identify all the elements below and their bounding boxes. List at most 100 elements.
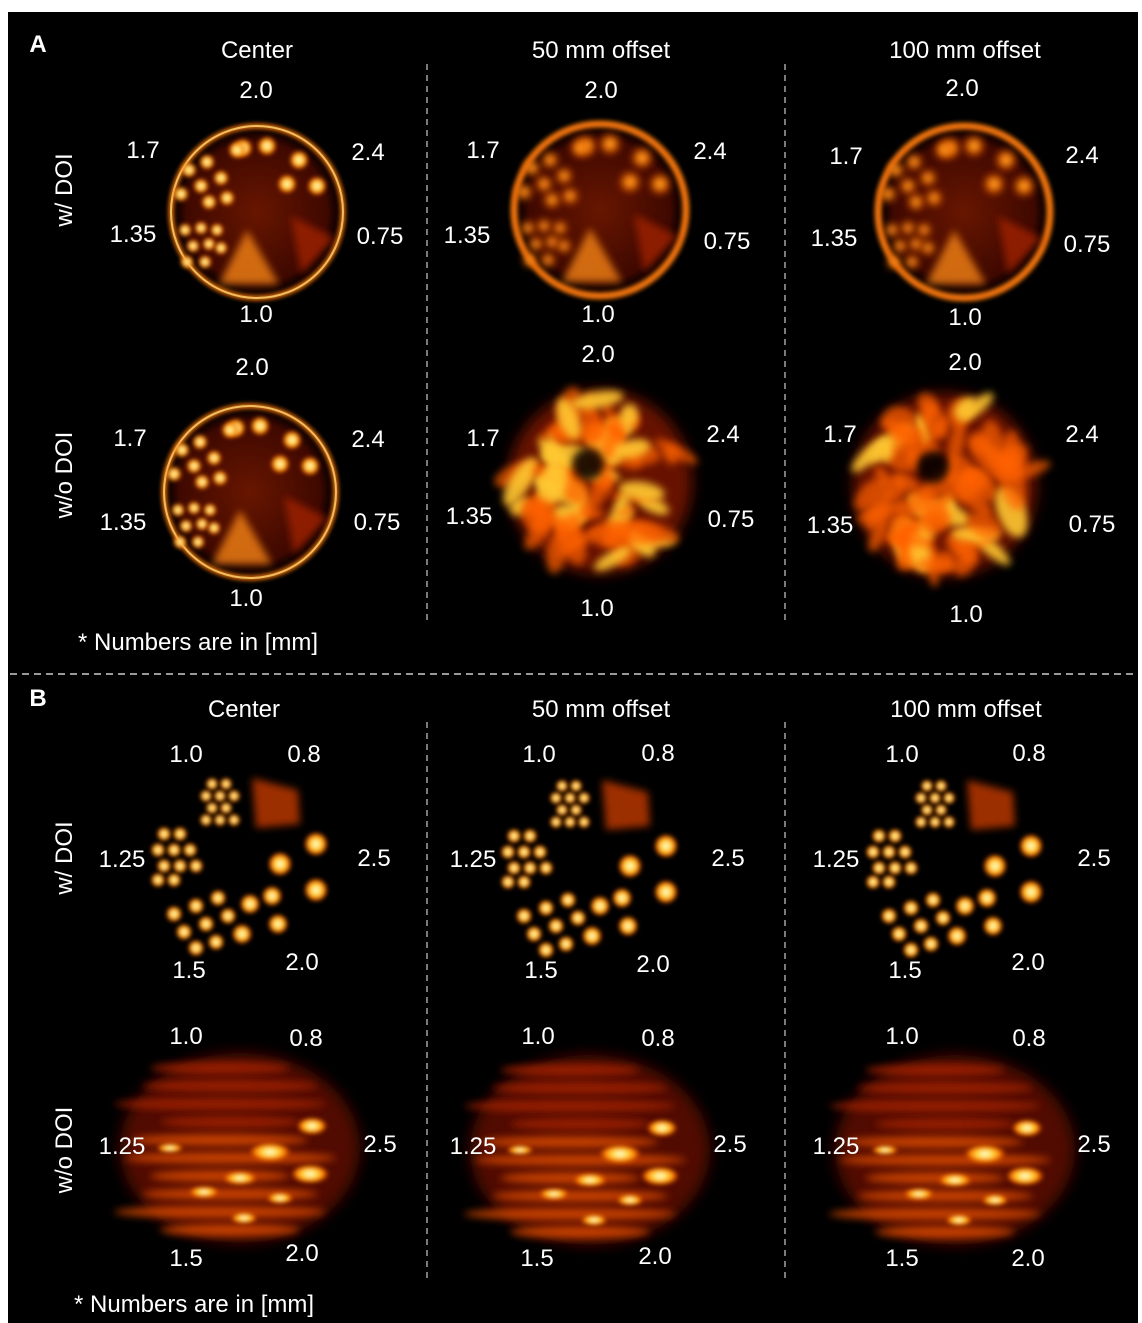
rod-spot xyxy=(205,801,219,815)
rod-spot xyxy=(1012,174,1036,198)
rod-spot xyxy=(902,941,920,959)
rod-size-label: 1.7 xyxy=(823,421,856,448)
blur-streak xyxy=(897,521,921,571)
blur-streak xyxy=(856,502,904,524)
blur-streak xyxy=(500,1172,640,1184)
blur-streak xyxy=(947,418,966,470)
phantom-image xyxy=(114,1053,360,1243)
rod-spot xyxy=(942,815,956,829)
rod-spot xyxy=(535,217,553,235)
rod-spot xyxy=(538,860,554,876)
rod-spot xyxy=(221,421,239,439)
rod-spot xyxy=(569,909,587,927)
rod-spot xyxy=(230,1212,258,1224)
rod-spot xyxy=(500,874,516,890)
rod-spot xyxy=(871,1145,899,1155)
rod-spot xyxy=(563,815,577,829)
blur-streak xyxy=(614,492,630,512)
rod-spot xyxy=(188,858,204,874)
blur-streak xyxy=(464,1100,676,1112)
phantom-image xyxy=(500,779,679,959)
blur-streak xyxy=(985,445,1011,470)
rod-spot xyxy=(598,132,622,156)
rod-size-label: 0.75 xyxy=(1069,511,1116,538)
rod-size-label: 2.0 xyxy=(948,349,981,376)
rod-size-label: 1.35 xyxy=(807,512,854,539)
rod-size-label: 1.25 xyxy=(450,1133,497,1160)
rod-spot xyxy=(914,815,928,829)
rod-spot xyxy=(902,899,920,917)
rod-spot xyxy=(261,885,283,907)
rod-spot xyxy=(534,174,554,194)
rod-spot xyxy=(598,1144,642,1164)
rod-spot xyxy=(227,813,241,827)
rod-spot xyxy=(555,779,569,793)
rod-spot xyxy=(653,879,679,905)
rod-spot xyxy=(924,891,942,909)
rod-section-0.8 xyxy=(967,780,1015,830)
rod-spot xyxy=(172,858,188,874)
rod-size-label: 1.25 xyxy=(99,1133,146,1160)
panel-a-letter: A xyxy=(29,31,46,58)
rod-section-0.75 xyxy=(284,496,328,554)
phantom-image xyxy=(168,123,346,301)
rod-size-label: 2.5 xyxy=(713,1131,746,1158)
rod-spot xyxy=(514,182,534,202)
rod-spot xyxy=(549,815,563,829)
blur-streak xyxy=(829,1208,1041,1220)
rod-spot xyxy=(871,860,887,876)
rod-size-label: 1.0 xyxy=(239,301,272,328)
rod-spot xyxy=(187,939,205,957)
rod-spot xyxy=(173,186,189,202)
rod-spot xyxy=(219,190,235,206)
blur-streak xyxy=(959,392,994,422)
rod-size-label: 0.8 xyxy=(641,740,674,767)
phantom-center xyxy=(917,451,949,483)
rod-spot xyxy=(175,923,193,941)
rod-spot xyxy=(915,221,933,239)
rod-spot xyxy=(617,853,643,879)
rod-size-label: 0.8 xyxy=(1012,740,1045,767)
rod-spot xyxy=(934,779,948,793)
rod-spot xyxy=(180,255,194,269)
rod-spot xyxy=(198,255,212,269)
rod-spot xyxy=(290,1164,330,1184)
rod-spot xyxy=(580,1214,608,1226)
blur-streak xyxy=(536,463,568,506)
rod-spot xyxy=(887,828,903,844)
rod-spot xyxy=(156,858,172,874)
rod-spot xyxy=(197,915,215,933)
rod-spot xyxy=(228,141,246,159)
rod-spot xyxy=(250,416,270,436)
rod-spot xyxy=(933,139,955,161)
blur-streak xyxy=(839,1154,1051,1166)
rod-size-label: 2.0 xyxy=(239,77,272,104)
rod-size-label: 2.5 xyxy=(363,1131,396,1158)
rod-size-label: 2.5 xyxy=(357,845,390,872)
rod-spot xyxy=(209,889,227,907)
rod-size-label: 2.4 xyxy=(351,426,384,453)
rod-spot xyxy=(186,239,200,253)
rod-spot xyxy=(883,221,901,239)
rod-spot xyxy=(537,899,555,917)
rod-size-label: 1.7 xyxy=(466,425,499,452)
rod-size-label: 2.0 xyxy=(638,1243,671,1270)
rod-spot xyxy=(616,1194,644,1206)
blur-streak xyxy=(875,1226,1015,1238)
rod-spot xyxy=(542,190,562,210)
rod-spot xyxy=(920,803,934,817)
rod-spot xyxy=(207,521,221,535)
rod-size-label: 1.0 xyxy=(229,585,262,612)
rod-spot xyxy=(569,779,583,793)
rod-spot xyxy=(521,251,539,269)
rod-spot xyxy=(903,253,921,271)
rod-spot xyxy=(174,442,190,458)
rod-spot xyxy=(171,503,185,517)
blur-streak xyxy=(865,1064,1005,1076)
rod-spot xyxy=(549,791,563,805)
blur-streak xyxy=(966,512,1002,539)
rod-spot xyxy=(194,474,210,490)
rod-spot xyxy=(214,241,228,255)
rod-spot xyxy=(199,789,213,803)
blur-streak xyxy=(618,481,665,501)
